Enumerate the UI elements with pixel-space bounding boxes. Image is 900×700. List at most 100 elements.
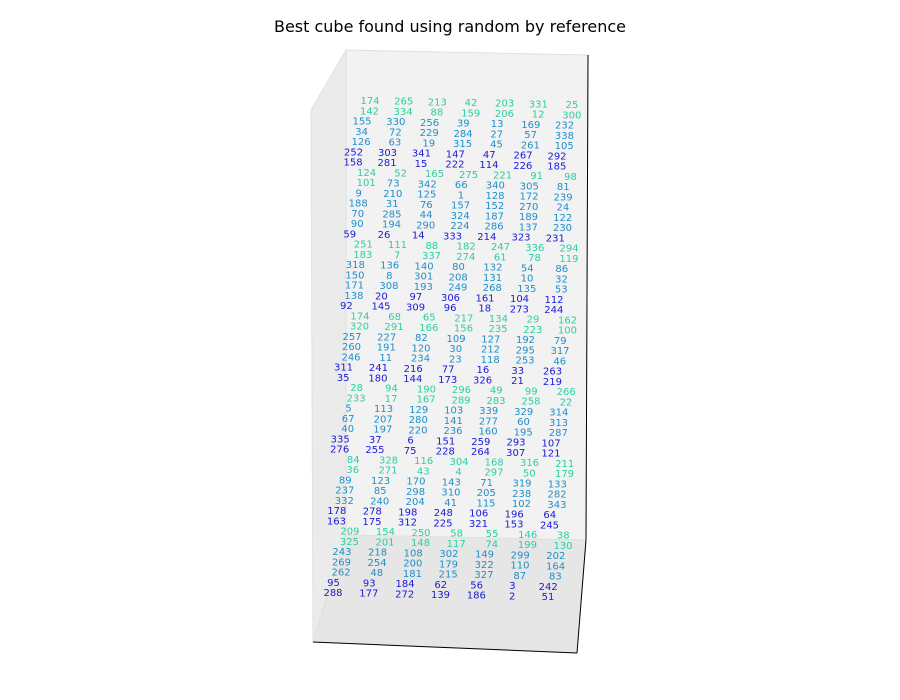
cell-label: 179 bbox=[439, 559, 458, 570]
cell-label: 172 bbox=[520, 192, 539, 203]
cell-label: 104 bbox=[510, 294, 529, 305]
cell-label: 277 bbox=[479, 416, 498, 427]
cell-label: 35 bbox=[337, 373, 350, 384]
cell-label: 164 bbox=[546, 561, 565, 572]
cell-label: 198 bbox=[398, 507, 417, 518]
cell-label: 97 bbox=[410, 292, 423, 303]
cell-label: 204 bbox=[406, 497, 425, 508]
cell-label: 82 bbox=[415, 333, 428, 344]
cell-label: 22 bbox=[560, 397, 573, 408]
cell-label: 49 bbox=[490, 386, 503, 397]
cell-label: 232 bbox=[555, 121, 574, 132]
cell-label: 29 bbox=[527, 315, 540, 326]
cell-label: 4 bbox=[455, 467, 461, 478]
cell-label: 17 bbox=[385, 394, 398, 405]
cell-label: 302 bbox=[439, 549, 458, 560]
cell-label: 185 bbox=[547, 162, 566, 173]
cell-label: 256 bbox=[420, 118, 439, 129]
cell-label: 163 bbox=[327, 516, 346, 527]
cell-label: 167 bbox=[417, 395, 436, 406]
cell-label: 312 bbox=[398, 518, 417, 529]
cell-label: 107 bbox=[542, 438, 561, 449]
cell-label: 21 bbox=[511, 376, 524, 387]
cell-label: 95 bbox=[327, 578, 340, 589]
cell-label: 211 bbox=[555, 459, 574, 470]
cell-label: 128 bbox=[485, 191, 504, 202]
cell-label: 100 bbox=[558, 326, 577, 337]
cell-label: 214 bbox=[477, 232, 496, 243]
cell-label: 216 bbox=[404, 364, 423, 375]
cell-label: 177 bbox=[359, 589, 378, 600]
cell-label: 228 bbox=[436, 447, 455, 458]
cell-label: 108 bbox=[404, 548, 423, 559]
cell-label: 328 bbox=[379, 455, 398, 466]
cell-label: 142 bbox=[360, 106, 379, 117]
cell-label: 91 bbox=[530, 171, 543, 182]
cell-label: 246 bbox=[341, 352, 360, 363]
cube-axis-lines bbox=[312, 54, 589, 654]
cell-label: 263 bbox=[543, 367, 562, 378]
cell-label: 124 bbox=[357, 168, 376, 179]
cell-label: 224 bbox=[450, 221, 469, 232]
cell-label: 74 bbox=[485, 539, 498, 550]
cell-label: 223 bbox=[523, 325, 542, 336]
cell-label: 147 bbox=[446, 149, 465, 160]
cell-label: 199 bbox=[518, 540, 537, 551]
cell-label: 37 bbox=[369, 435, 382, 446]
cell-label: 148 bbox=[411, 538, 430, 549]
cell-label: 114 bbox=[479, 160, 498, 171]
cell-label: 289 bbox=[451, 395, 470, 406]
cell-label: 225 bbox=[433, 518, 452, 529]
cell-label: 188 bbox=[349, 199, 368, 210]
cell-label: 63 bbox=[389, 138, 402, 149]
cell-label: 72 bbox=[389, 127, 402, 138]
cell-label: 230 bbox=[553, 223, 572, 234]
cell-label: 206 bbox=[495, 109, 514, 120]
cell-label: 287 bbox=[549, 428, 568, 439]
cell-label: 272 bbox=[395, 589, 414, 600]
cell-label: 59 bbox=[343, 229, 356, 240]
cell-label: 183 bbox=[353, 250, 372, 261]
cell-label: 134 bbox=[489, 314, 508, 325]
cell-label: 273 bbox=[510, 304, 529, 315]
cell-label: 33 bbox=[511, 366, 524, 377]
cell-label: 310 bbox=[441, 488, 460, 499]
cell-label: 305 bbox=[520, 181, 539, 192]
cell-label: 85 bbox=[374, 486, 387, 497]
cell-label: 308 bbox=[379, 281, 398, 292]
cell-label: 15 bbox=[415, 159, 428, 170]
cell-label: 218 bbox=[368, 548, 387, 559]
cell-label: 250 bbox=[411, 528, 430, 539]
cell-label: 212 bbox=[481, 345, 500, 356]
cell-label: 201 bbox=[375, 537, 394, 548]
cell-label: 255 bbox=[365, 445, 384, 456]
cell-label: 307 bbox=[506, 448, 525, 459]
cell-label: 126 bbox=[352, 137, 371, 148]
chart-title: Best cube found using random by referenc… bbox=[273, 17, 627, 36]
cell-label: 306 bbox=[441, 293, 460, 304]
cell-label: 93 bbox=[363, 578, 376, 589]
cell-label: 333 bbox=[443, 231, 462, 242]
cell-label: 68 bbox=[388, 312, 401, 323]
cell-label: 58 bbox=[450, 529, 463, 540]
cell-label: 281 bbox=[378, 158, 397, 169]
cell-label: 174 bbox=[360, 96, 379, 107]
cell-label: 127 bbox=[481, 334, 500, 345]
cell-label: 65 bbox=[423, 313, 436, 324]
cell-label: 316 bbox=[520, 458, 539, 469]
cell-label: 180 bbox=[368, 373, 387, 384]
cell-label: 2 bbox=[509, 591, 515, 602]
cell-label: 210 bbox=[383, 189, 402, 200]
cell-label: 139 bbox=[431, 590, 450, 601]
cell-label: 99 bbox=[525, 386, 538, 397]
cell-label: 44 bbox=[420, 210, 433, 221]
cell-label: 317 bbox=[550, 346, 569, 357]
cell-label: 14 bbox=[412, 231, 425, 242]
cell-label: 111 bbox=[388, 240, 407, 251]
cell-label: 70 bbox=[351, 209, 364, 220]
cell-label: 241 bbox=[369, 363, 388, 374]
cell-label: 20 bbox=[375, 291, 388, 302]
cell-label: 121 bbox=[541, 449, 560, 460]
